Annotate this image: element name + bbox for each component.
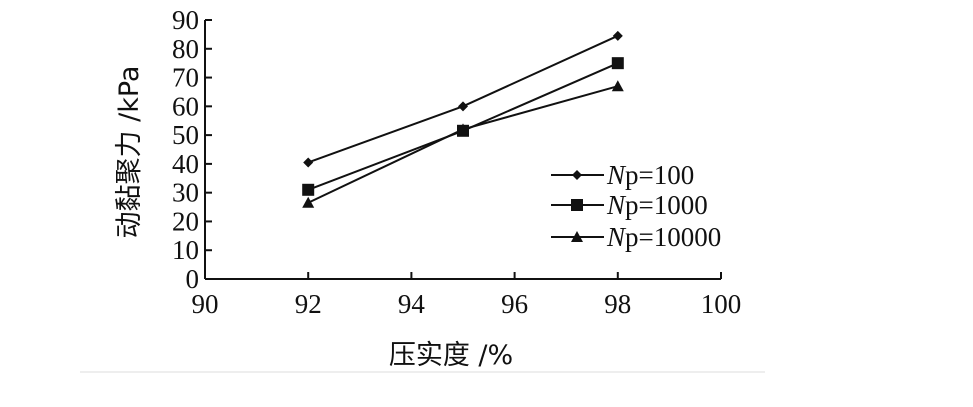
x-ticks: 90 92 94 96 98 100	[192, 272, 742, 319]
x-tick-label: 98	[604, 289, 631, 319]
data-point-triangle	[302, 196, 315, 208]
legend-label-suffix: p=10000	[625, 222, 721, 252]
y-tick-label: 90	[172, 5, 199, 35]
legend-item: Np=1000	[551, 190, 708, 220]
legend-label: Np=100	[606, 160, 694, 190]
legend-marker-square	[571, 199, 583, 211]
data-point-square	[302, 183, 315, 196]
x-tick-label: 90	[192, 289, 219, 319]
y-tick-label: 70	[172, 63, 199, 93]
legend-label-suffix: p=1000	[625, 190, 708, 220]
legend-marker-triangle	[571, 231, 583, 242]
legend-label-prefix: N	[606, 222, 627, 252]
legend-item: Np=100	[551, 160, 694, 190]
legend-label-suffix: p=100	[625, 160, 694, 190]
y-tick-label: 30	[172, 178, 199, 208]
y-tick-label: 80	[172, 34, 199, 64]
legend-label: Np=10000	[606, 222, 721, 252]
series-3	[302, 80, 624, 208]
x-tick-label: 96	[501, 289, 528, 319]
x-axis-title: 压实度 /%	[389, 340, 513, 371]
series-1	[303, 30, 623, 168]
legend-label: Np=1000	[606, 190, 708, 220]
y-tick-label: 10	[172, 235, 199, 265]
x-tick-label: 100	[701, 289, 742, 319]
y-tick-label: 50	[172, 120, 199, 150]
y-tick-label: 60	[172, 91, 199, 121]
y-tick-label: 20	[172, 206, 199, 236]
legend-marker-diamond	[572, 170, 582, 180]
x-tick-label: 92	[295, 289, 322, 319]
data-point-diamond	[458, 101, 468, 112]
data-point-triangle	[611, 80, 624, 92]
y-axis-title: 动黏聚力 /kPa	[114, 66, 145, 239]
x-tick-label: 94	[398, 289, 426, 319]
legend-label-prefix: N	[606, 160, 627, 190]
series-group	[302, 30, 624, 208]
data-point-diamond	[612, 30, 623, 41]
data-point-square	[611, 57, 624, 70]
data-point-triangle	[457, 123, 469, 135]
legend-item: Np=10000	[551, 222, 721, 252]
data-point-diamond	[303, 157, 314, 168]
y-tick-label: 0	[186, 264, 200, 294]
y-tick-label: 40	[172, 149, 199, 179]
legend-label-prefix: N	[606, 190, 627, 220]
